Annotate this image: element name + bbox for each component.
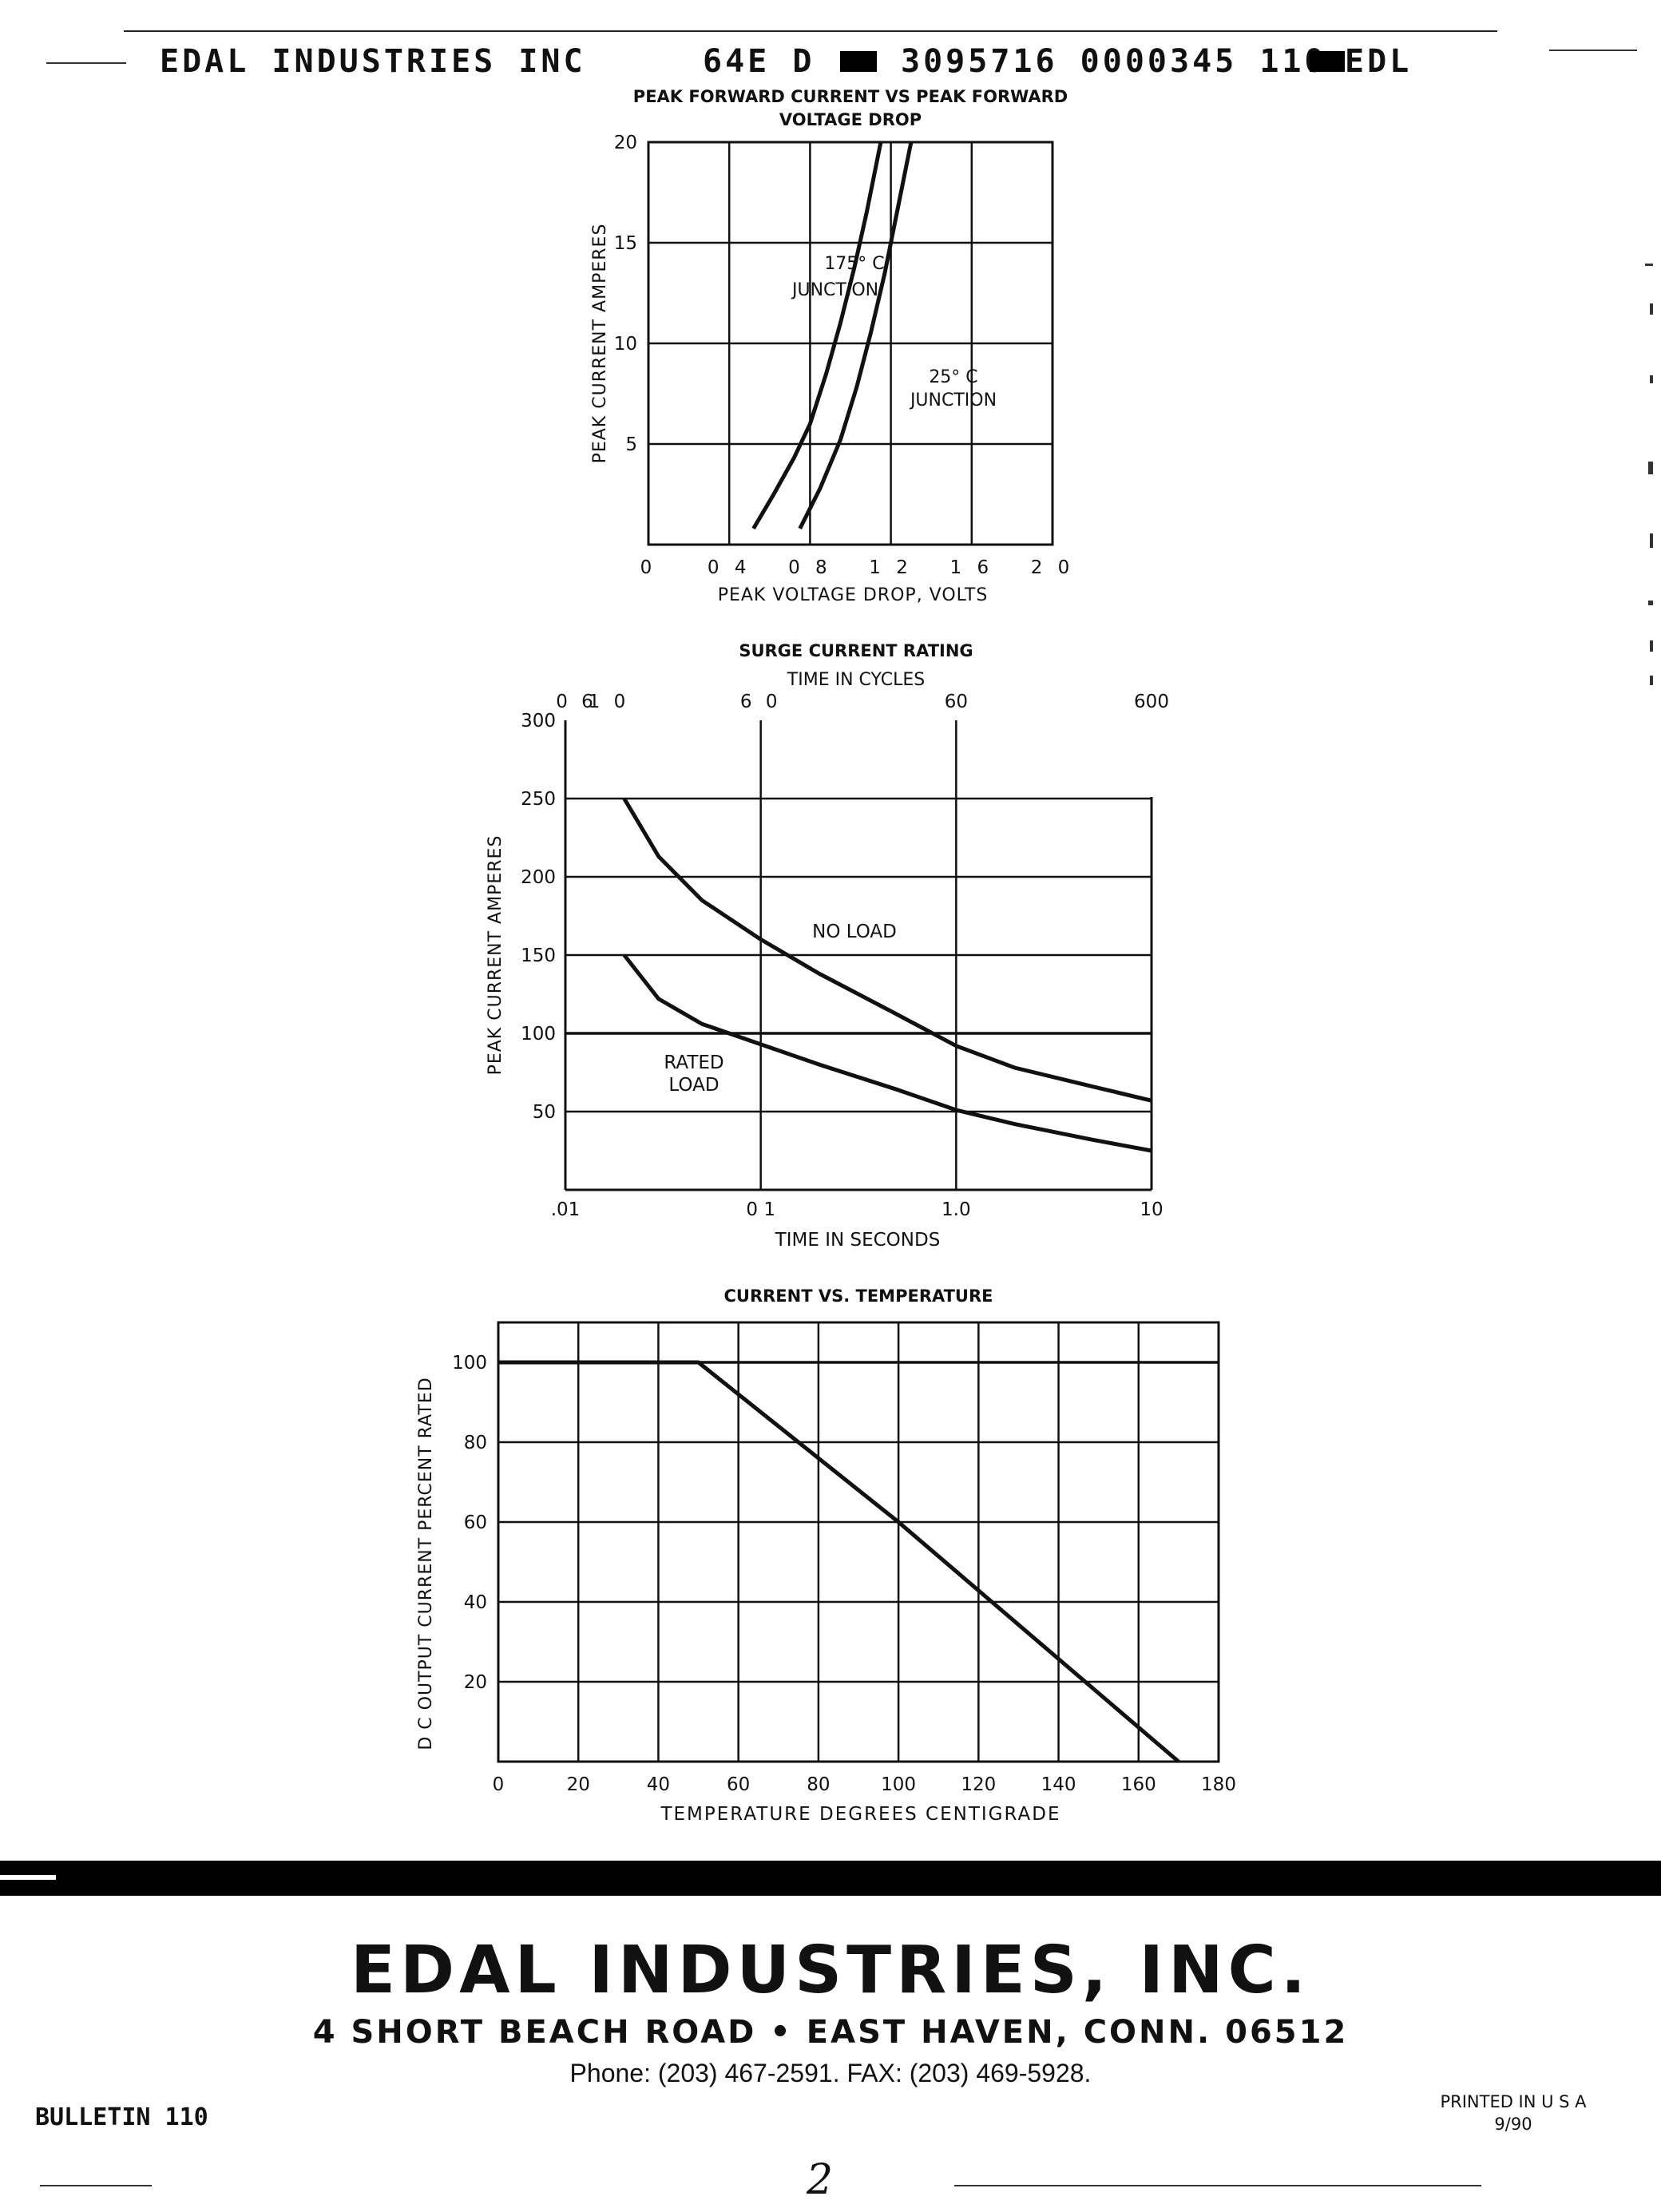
chart1-x-tick-label: 0 8 <box>788 557 832 578</box>
chart2-y-tick-label: 300 <box>521 711 556 731</box>
chart3-y-tick-label: 100 <box>452 1353 487 1374</box>
edge-mark <box>1648 601 1653 605</box>
chart1-x-tick-label: 1 6 <box>950 557 994 578</box>
chart2-y-tick-label: 100 <box>521 1024 556 1045</box>
chart3-x-tick-label: 160 <box>1121 1774 1156 1795</box>
chart2-x-tick-label: 10 <box>1140 1199 1163 1220</box>
printed-date: 9/90 <box>1494 2115 1532 2134</box>
header-dash-left <box>46 62 126 64</box>
header-rule <box>124 30 1497 32</box>
chart2-label-no-load: NO LOAD <box>812 922 897 942</box>
header-suffix: EDL <box>1345 43 1413 80</box>
edge-mark <box>1650 303 1653 315</box>
header-block-1 <box>840 51 877 72</box>
header-code: 64E D <box>703 43 815 80</box>
header-number: 3095716 0000345 110 <box>901 43 1327 80</box>
chart1-label-175-junction: JUNCTION <box>791 280 878 300</box>
chart2-label-rated: RATED <box>664 1052 723 1073</box>
chart2-y-axis-label: PEAK CURRENT AMPERES <box>486 835 505 1076</box>
footer-band <box>0 1861 1661 1896</box>
chart1-y-tick-label: 15 <box>614 233 637 254</box>
chart3-title: CURRENT VS. TEMPERATURE <box>723 1286 993 1306</box>
footer-dash-1 <box>40 2185 152 2186</box>
chart3-x-tick-label: 100 <box>881 1774 916 1795</box>
footer-band-notch <box>0 1875 56 1880</box>
chart2-label-load: LOAD <box>668 1075 719 1096</box>
chart1-x-tick-label: 1 2 <box>869 557 913 578</box>
chart1-series-line-0 <box>751 141 883 530</box>
edge-mark <box>1650 640 1653 652</box>
chart1-label-175: 175° C <box>824 254 884 274</box>
chart1-x-axis-label: PEAK VOLTAGE DROP, VOLTS <box>718 585 989 605</box>
footer-dash-2 <box>954 2185 1481 2186</box>
page-number: 2 <box>807 2156 834 2204</box>
chart3-x-tick-label: 60 <box>727 1774 750 1795</box>
edge-mark <box>1650 375 1653 383</box>
chart3-x-tick-label: 80 <box>807 1774 830 1795</box>
chart2-x-tick-label: 1.0 <box>941 1199 971 1220</box>
footer-address: 4 SHORT BEACH ROAD • EAST HAVEN, CONN. 0… <box>312 2014 1349 2051</box>
chart2-y-tick-label: 200 <box>521 867 556 888</box>
chart3-y-tick-label: 80 <box>464 1433 487 1453</box>
header-block-2 <box>1310 51 1345 72</box>
printed-note: PRINTED IN U S A 9/90 <box>1413 2091 1613 2135</box>
chart2-y-tick-label: 250 <box>521 789 556 810</box>
chart3-x-tick-label: 20 <box>567 1774 590 1795</box>
chart3-y-tick-label: 20 <box>464 1672 487 1693</box>
chart3-y-axis-label: D C OUTPUT CURRENT PERCENT RATED <box>416 1377 436 1750</box>
chart2-x-tick-label: .01 <box>551 1199 581 1220</box>
chart1-label-25-junction: JUNCTION <box>909 390 997 410</box>
chart1-title-line1: PEAK FORWARD CURRENT VS PEAK FORWARD <box>633 87 1068 106</box>
chart2-top-tick-label: 600 <box>1134 692 1169 712</box>
chart3-x-tick-label: 120 <box>961 1774 996 1795</box>
edge-mark <box>1648 462 1653 474</box>
chart2-series-line-1 <box>622 953 1152 1153</box>
bulletin-number: BULLETIN 110 <box>35 2103 208 2131</box>
document-header: EDAL INDUSTRIES INC 64E D 3095716 000034… <box>0 19 1661 80</box>
chart3-y-tick-label: 40 <box>464 1592 487 1613</box>
chart1-y-tick-label: 20 <box>614 133 637 153</box>
chart1-label-25: 25° C <box>929 367 977 387</box>
chart3-x-axis-label: TEMPERATURE DEGREES CENTIGRADE <box>660 1804 1060 1825</box>
chart1-y-tick-label: 5 <box>625 434 637 455</box>
chart2-title: SURGE CURRENT RATING <box>739 641 973 660</box>
chart3-x-tick-label: 40 <box>647 1774 670 1795</box>
chart1-x-tick-label: 2 0 <box>1031 557 1075 578</box>
chart2-top-tick-label: 6 0 <box>740 692 782 712</box>
footer-company-name: EDAL INDUSTRIES, INC. <box>350 1933 1310 2008</box>
chart2-y-tick-label: 150 <box>521 945 556 966</box>
chart2-top-tick-label: 0 6 <box>556 692 597 712</box>
chart3-y-tick-label: 60 <box>464 1512 487 1533</box>
chart1-x-tick-label: 0 4 <box>708 557 751 578</box>
chart3-x-tick-label: 0 <box>493 1774 505 1795</box>
chart2-x-axis-label: TIME IN SECONDS <box>775 1230 941 1251</box>
chart1-series-line-1 <box>798 141 914 529</box>
chart1-title-line2: VOLTAGE DROP <box>779 110 922 129</box>
chart2-top-tick-label: 1 0 <box>589 692 630 712</box>
header-dash-right <box>1549 50 1637 51</box>
chart3-x-tick-label: 140 <box>1041 1774 1076 1795</box>
edge-mark <box>1650 533 1653 548</box>
chart3-x-tick-label: 180 <box>1201 1774 1236 1795</box>
chart1-x-tick-label: 0 <box>640 557 657 578</box>
chart3-series-line-0 <box>498 1360 1180 1763</box>
footer-phone: Phone: (203) 467-2591. FAX: (203) 469-59… <box>569 2059 1092 2087</box>
printed-in: PRINTED IN U S A <box>1440 2092 1587 2111</box>
edge-mark <box>1650 676 1653 685</box>
edge-mark <box>1645 264 1653 266</box>
chart2-top-tick-label: 60 <box>945 692 968 712</box>
chart2-y-tick-label: 50 <box>533 1102 556 1123</box>
chart3-frame <box>497 1321 1220 1763</box>
chart1-y-tick-label: 10 <box>614 334 637 355</box>
chart2-series-line-0 <box>622 797 1152 1103</box>
header-company: EDAL INDUSTRIES INC <box>160 43 586 80</box>
chart2-x-tick-label: 0 1 <box>746 1199 775 1220</box>
chart2-top-axis-label: TIME IN CYCLES <box>787 670 925 690</box>
chart1-y-axis-label: PEAK CURRENT AMPERES <box>590 224 610 464</box>
